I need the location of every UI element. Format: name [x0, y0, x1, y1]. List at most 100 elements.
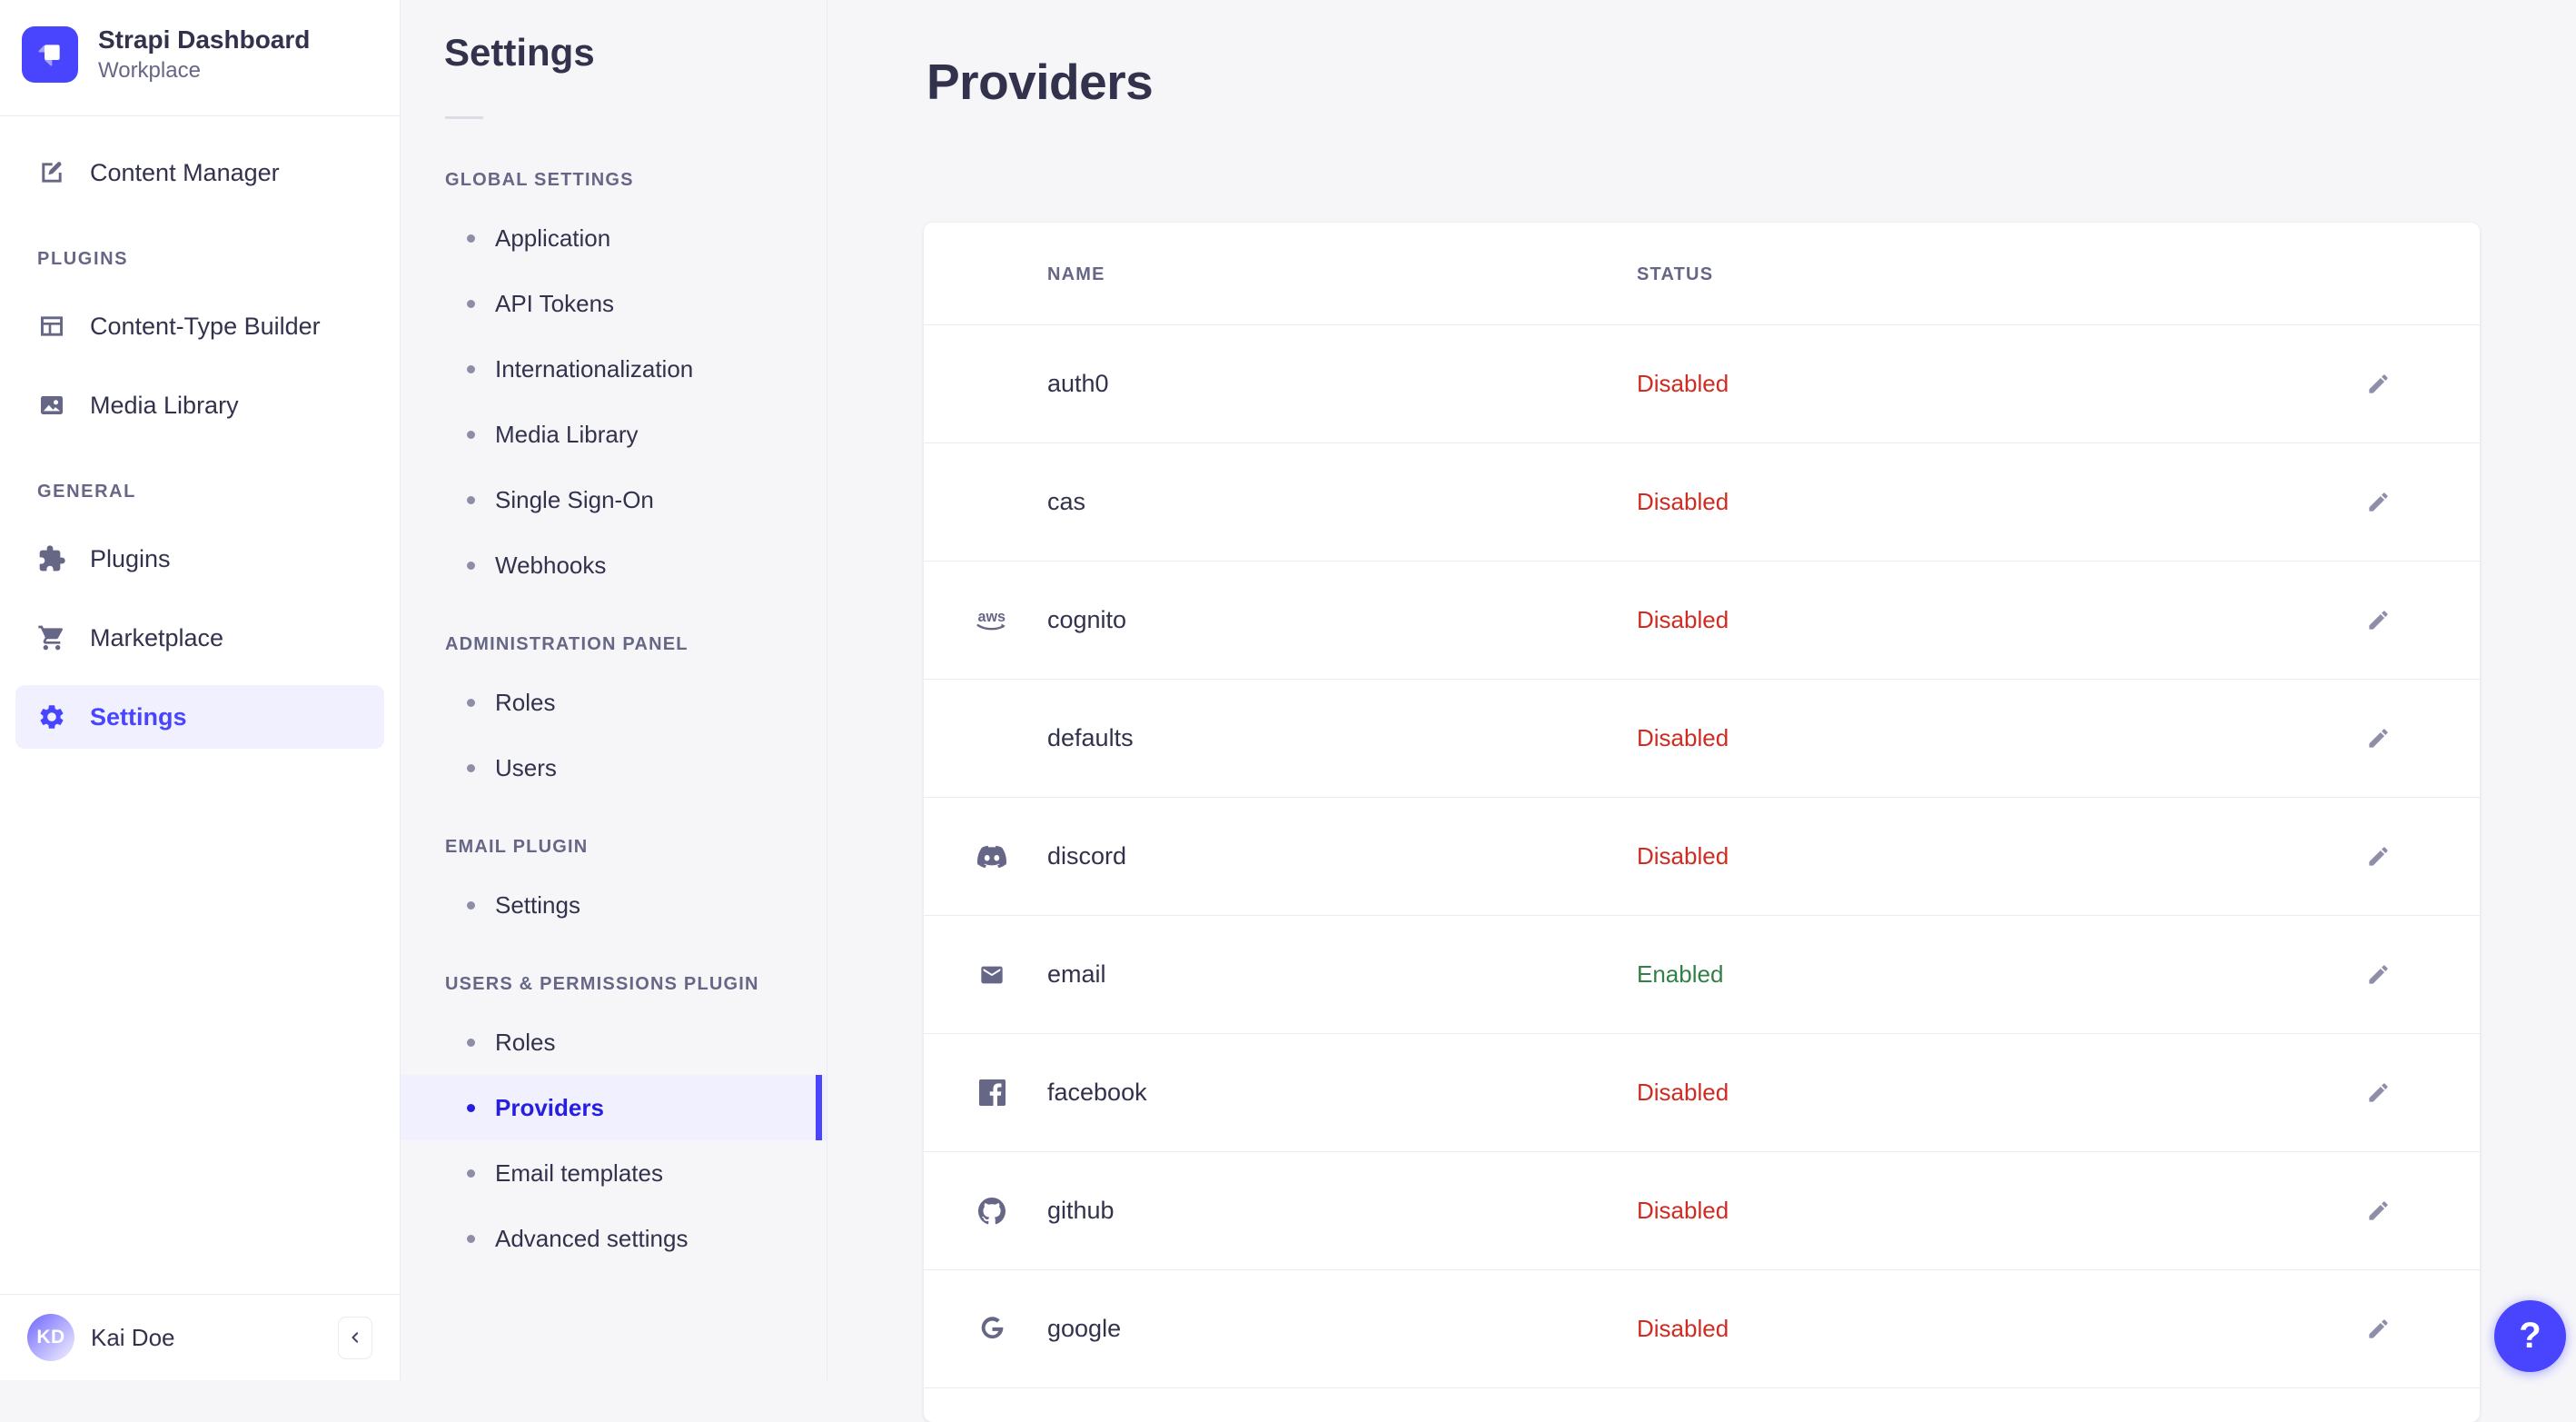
- sidebar-item-settings[interactable]: Settings: [15, 685, 384, 749]
- provider-status: Disabled: [1637, 1197, 1729, 1224]
- facebook-icon: [978, 1079, 1006, 1106]
- provider-row-discord: discord Disabled: [924, 798, 2480, 916]
- help-button[interactable]: ?: [2494, 1300, 2566, 1372]
- content-manager-icon: [37, 158, 66, 187]
- subnav-item-label: API Tokens: [495, 289, 615, 317]
- bullet-icon: [467, 763, 475, 772]
- column-header-name: NAME: [1047, 264, 1105, 284]
- workspace-brand[interactable]: Strapi Dashboard Workplace: [0, 0, 400, 116]
- sidebar-item-label: Media Library: [90, 391, 239, 419]
- subnav-item-media-library[interactable]: Media Library: [401, 402, 827, 467]
- subnav-section: ADMINISTRATION PANEL Roles Users: [401, 635, 827, 800]
- content-type-builder-icon: [37, 312, 66, 341]
- sidebar-item-label: Content Manager: [90, 158, 280, 186]
- subnav-item-advanced-settings[interactable]: Advanced settings: [401, 1206, 827, 1271]
- subnav-item-label: Internationalization: [495, 354, 694, 383]
- edit-provider-button[interactable]: [2354, 715, 2402, 762]
- subnav-section-label: USERS & PERMISSIONS PLUGIN: [445, 974, 759, 994]
- subnav-item-label: Providers: [495, 1093, 604, 1121]
- provider-name: discord: [1047, 842, 1127, 870]
- subnav-item-label: Settings: [495, 890, 580, 919]
- bullet-icon: [467, 495, 475, 504]
- email-icon: [976, 962, 1007, 988]
- edit-provider-button[interactable]: [2354, 1069, 2402, 1117]
- edit-provider-button[interactable]: [2354, 361, 2402, 408]
- sidebar-nav: Content Manager PLUGINS Content-Type Build…: [0, 116, 400, 749]
- subnav-section: EMAIL PLUGIN Settings: [401, 838, 827, 938]
- help-label: ?: [2519, 1316, 2541, 1356]
- media-library-icon: [37, 391, 66, 420]
- provider-row-github: github Disabled: [924, 1152, 2480, 1270]
- provider-row-email: email Enabled: [924, 916, 2480, 1034]
- sidebar-section-label: PLUGINS: [37, 249, 129, 269]
- sidebar-item-marketplace[interactable]: Marketplace: [15, 606, 384, 670]
- subnav-item-roles[interactable]: Roles: [401, 670, 827, 735]
- provider-name: github: [1047, 1197, 1115, 1224]
- subnav-item-label: Advanced settings: [495, 1224, 689, 1252]
- subnav-item-single-sign-on[interactable]: Single Sign-On: [401, 467, 827, 532]
- user-row: KD Kai Doe: [0, 1294, 400, 1380]
- subnav-item-internationalization[interactable]: Internationalization: [401, 336, 827, 402]
- provider-row-facebook: facebook Disabled: [924, 1034, 2480, 1152]
- subnav-item-api-tokens[interactable]: API Tokens: [401, 271, 827, 336]
- providers-table-card: NAME STATUS auth0 Disabled cas Disabled aws c…: [924, 223, 2480, 1422]
- subnav-section-label: EMAIL PLUGIN: [445, 837, 589, 857]
- google-icon: [978, 1315, 1006, 1343]
- provider-status: Disabled: [1637, 488, 1729, 515]
- avatar[interactable]: KD: [27, 1314, 74, 1361]
- sidebar-item-label: Settings: [90, 702, 187, 731]
- sidebar-item-media-library[interactable]: Media Library: [15, 373, 384, 437]
- workspace-subtitle: Workplace: [98, 57, 201, 83]
- subnav-item-providers[interactable]: Providers: [401, 1075, 827, 1140]
- bullet-icon: [467, 430, 475, 439]
- provider-row-auth0: auth0 Disabled: [924, 325, 2480, 443]
- provider-name: email: [1047, 960, 1106, 988]
- edit-pencil-icon: [2366, 1317, 2391, 1341]
- subnav-item-webhooks[interactable]: Webhooks: [401, 532, 827, 598]
- table-header-row: NAME STATUS: [924, 223, 2480, 325]
- github-icon: [978, 1197, 1006, 1225]
- provider-row-cas: cas Disabled: [924, 443, 2480, 562]
- provider-name: google: [1047, 1315, 1122, 1342]
- edit-provider-button[interactable]: [2354, 597, 2402, 644]
- edit-provider-button[interactable]: [2354, 1306, 2402, 1353]
- sidebar-item-label: Plugins: [90, 544, 171, 572]
- user-name: Kai Doe: [91, 1323, 175, 1351]
- sidebar-item-plugins[interactable]: Plugins: [15, 527, 384, 591]
- provider-status: Disabled: [1637, 1079, 1729, 1106]
- subnav-item-label: Webhooks: [495, 551, 607, 579]
- bullet-icon: [467, 1234, 475, 1243]
- edit-provider-button[interactable]: [2354, 479, 2402, 526]
- bullet-icon: [467, 1103, 475, 1112]
- bullet-icon: [467, 299, 475, 308]
- bullet-icon: [467, 698, 475, 707]
- provider-status: Disabled: [1637, 606, 1729, 633]
- edit-provider-button[interactable]: [2354, 1188, 2402, 1235]
- subnav-title: Settings: [444, 31, 595, 74]
- sidebar-item-content-manager[interactable]: Content Manager: [15, 141, 384, 204]
- sidebar-item-label: Marketplace: [90, 623, 224, 651]
- sidebar-item-content-type-builder[interactable]: Content-Type Builder: [15, 294, 384, 358]
- chevron-left-icon: [346, 1328, 364, 1347]
- provider-status: Disabled: [1637, 370, 1729, 397]
- edit-provider-button[interactable]: [2354, 951, 2402, 999]
- provider-name: cas: [1047, 488, 1086, 515]
- sidebar-item-label: Content-Type Builder: [90, 312, 321, 340]
- provider-status: Disabled: [1637, 1315, 1729, 1342]
- sidebar-collapse-button[interactable]: [338, 1316, 372, 1359]
- subnav-section: GLOBAL SETTINGS Application API Tokens Inte…: [401, 171, 827, 598]
- edit-provider-button[interactable]: [2354, 833, 2402, 880]
- bullet-icon: [467, 900, 475, 910]
- subnav-section-label: ADMINISTRATION PANEL: [445, 634, 689, 654]
- subnav-item-roles[interactable]: Roles: [401, 1009, 827, 1075]
- subnav-section: USERS & PERMISSIONS PLUGIN Roles Providers…: [401, 975, 827, 1271]
- subnav-item-application[interactable]: Application: [401, 205, 827, 271]
- provider-name: auth0: [1047, 370, 1109, 397]
- edit-pencil-icon: [2366, 1198, 2391, 1223]
- subnav-item-email-templates[interactable]: Email templates: [401, 1140, 827, 1206]
- provider-row-defaults: defaults Disabled: [924, 680, 2480, 798]
- subnav-item-users[interactable]: Users: [401, 735, 827, 800]
- settings-subnav: Settings GLOBAL SETTINGS Application API T…: [401, 0, 827, 1380]
- subnav-item-settings[interactable]: Settings: [401, 872, 827, 938]
- subnav-item-label: Media Library: [495, 420, 639, 448]
